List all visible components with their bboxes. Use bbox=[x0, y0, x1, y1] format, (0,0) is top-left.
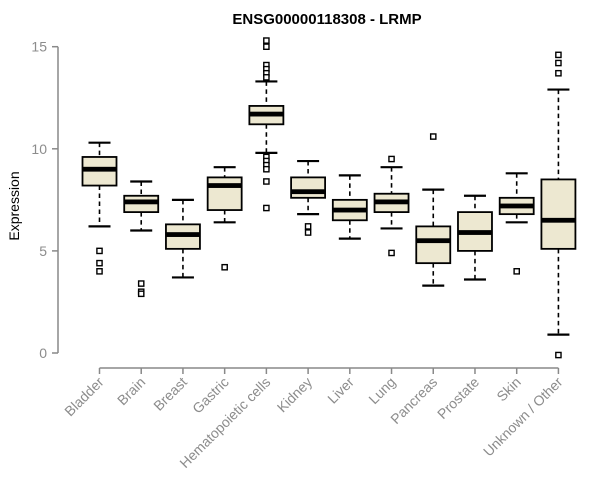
boxplot-breast bbox=[165, 198, 201, 279]
x-category-label-bladder: Bladder bbox=[61, 374, 107, 420]
boxplot-hematopoietic-cells bbox=[248, 37, 285, 212]
boxplot-skin bbox=[498, 172, 535, 275]
outlier-point bbox=[304, 223, 312, 230]
median-line bbox=[249, 111, 284, 117]
boxplot-brain bbox=[123, 180, 160, 298]
outlier-point bbox=[137, 280, 145, 287]
boxplot-bladder bbox=[81, 141, 118, 275]
boxplot-pancreas bbox=[415, 133, 452, 287]
boxplot-liver bbox=[331, 174, 368, 240]
boxplot-gastric bbox=[206, 166, 243, 271]
median-line bbox=[541, 217, 576, 223]
iqr-box bbox=[415, 225, 452, 265]
outlier-point bbox=[263, 43, 270, 50]
x-category-label-liver: Liver bbox=[324, 374, 357, 407]
outlier-point bbox=[388, 249, 395, 257]
median-line bbox=[457, 230, 492, 235]
outlier-point bbox=[96, 268, 103, 275]
outlier-point bbox=[96, 259, 103, 267]
y-tick-label: 5 bbox=[39, 243, 47, 259]
outlier-point bbox=[263, 37, 270, 44]
outlier-point bbox=[263, 204, 270, 212]
outlier-point bbox=[263, 165, 270, 173]
boxplot-unknown-other bbox=[540, 51, 577, 359]
median-line bbox=[165, 232, 200, 237]
outlier-point bbox=[388, 155, 395, 163]
plot-area: 0 5 10 15 Bladder Brain Breast GastricHematopoi… bbox=[31, 37, 577, 471]
x-category-label-kidney: Kidney bbox=[274, 374, 316, 416]
y-axis-label: Expression bbox=[6, 171, 22, 240]
outlier-point bbox=[429, 133, 437, 140]
outlier-point bbox=[304, 229, 312, 236]
iqr-box bbox=[206, 176, 243, 211]
x-category-label-breast: Breast bbox=[150, 374, 190, 414]
outlier-point bbox=[555, 351, 562, 359]
median-line bbox=[416, 238, 451, 244]
median-line bbox=[82, 166, 117, 172]
x-category-label-lung: Lung bbox=[365, 374, 398, 407]
outlier-point bbox=[221, 263, 228, 271]
outlier-point bbox=[555, 51, 562, 59]
outlier-point bbox=[555, 69, 562, 77]
x-category-label-brain: Brain bbox=[114, 374, 148, 408]
outlier-point bbox=[513, 268, 520, 275]
y-tick-label: 15 bbox=[31, 39, 47, 55]
median-line bbox=[124, 199, 159, 205]
median-line bbox=[207, 183, 242, 188]
outlier-point bbox=[137, 290, 145, 298]
x-category-label-unknown-other: Unknown / Other bbox=[480, 374, 566, 460]
boxplot-lung bbox=[373, 155, 410, 257]
y-tick-label: 0 bbox=[39, 345, 47, 361]
boxplot-prostate bbox=[457, 194, 493, 281]
x-category-label-skin: Skin bbox=[493, 374, 524, 405]
y-tick-label: 10 bbox=[31, 141, 47, 157]
median-line bbox=[374, 199, 409, 205]
outlier-point bbox=[263, 178, 270, 185]
outlier-point bbox=[263, 74, 270, 81]
median-line bbox=[291, 189, 326, 195]
y-axis: 0 5 10 15 bbox=[31, 39, 59, 361]
iqr-box bbox=[540, 178, 577, 250]
median-line bbox=[332, 207, 367, 213]
outlier-point bbox=[96, 247, 103, 255]
median-line bbox=[499, 203, 534, 209]
boxplot-kidney bbox=[290, 159, 327, 236]
outlier-point bbox=[555, 59, 562, 67]
x-category-label-prostate: Prostate bbox=[434, 374, 482, 422]
chart-title: ENSG00000118308 - LRMP bbox=[232, 11, 421, 28]
iqr-box bbox=[290, 176, 327, 199]
